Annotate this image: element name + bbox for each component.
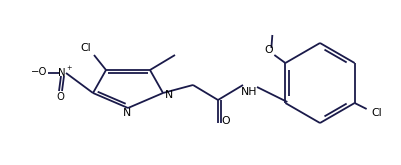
Text: Cl: Cl — [371, 108, 382, 118]
Text: −O: −O — [31, 67, 47, 77]
Text: NH: NH — [241, 87, 257, 97]
Text: O: O — [222, 116, 230, 126]
Text: N: N — [123, 109, 131, 118]
Text: Cl: Cl — [81, 43, 91, 53]
Text: +: + — [66, 65, 72, 71]
Text: O: O — [56, 92, 64, 102]
Text: N: N — [165, 90, 173, 100]
Text: N: N — [58, 68, 66, 78]
Text: O: O — [264, 45, 273, 55]
